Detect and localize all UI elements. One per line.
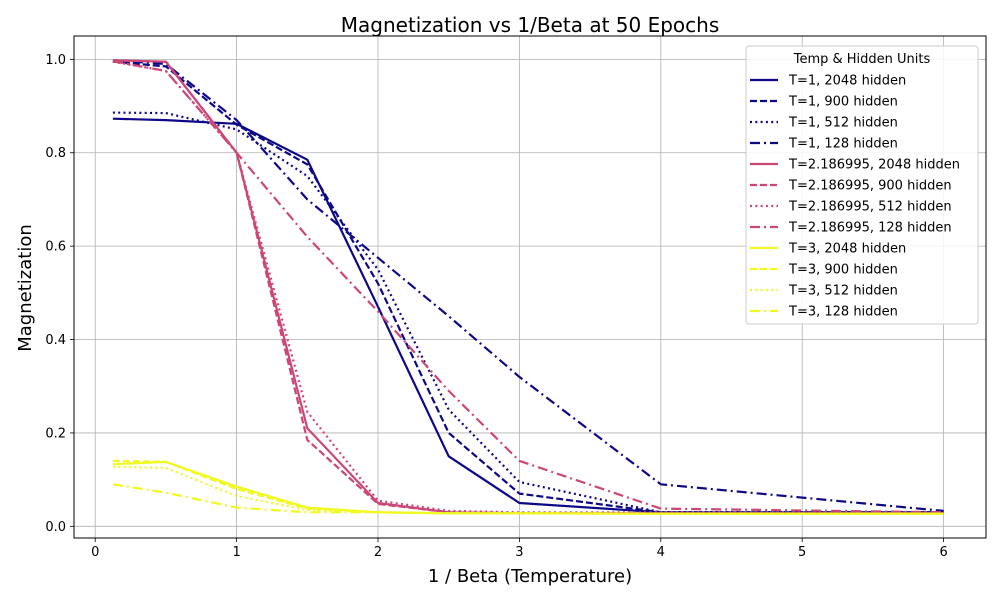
series-line-1	[112, 117, 944, 514]
series-line-7	[112, 60, 944, 515]
x-tick-label: 5	[798, 545, 806, 560]
plot-frame	[73, 35, 987, 539]
legend-entry-label: T=1, 900 hidden	[788, 95, 898, 110]
x-tick-label: 2	[374, 545, 382, 560]
x-tick-label: 3	[515, 545, 523, 560]
legend-title: Temp & Hidden Units	[793, 52, 931, 67]
y-tick-label: 0.8	[45, 146, 66, 161]
y-tick-label: 0.0	[45, 520, 66, 535]
legend-entry-label: T=3, 512 hidden	[788, 284, 898, 299]
legend-entry-label: T=1, 2048 hidden	[788, 74, 906, 89]
series-line-4	[112, 59, 944, 512]
series-line-2	[112, 60, 944, 514]
x-tick-label: 4	[657, 545, 665, 560]
y-tick-label: 0.4	[45, 333, 66, 348]
legend-entry-label: T=3, 900 hidden	[788, 263, 898, 278]
legend-entry-label: T=3, 2048 hidden	[788, 242, 906, 257]
legend-entry-label: T=2.186995, 512 hidden	[788, 200, 952, 215]
legend-entry-label: T=2.186995, 900 hidden	[788, 179, 952, 194]
legend-entry-label: T=2.186995, 2048 hidden	[788, 158, 960, 173]
x-tick-label: 0	[91, 545, 99, 560]
series-line-12	[112, 483, 944, 515]
x-tick-label: 6	[939, 545, 947, 560]
legend-entry-label: T=1, 128 hidden	[788, 137, 898, 152]
series-lines	[112, 59, 944, 515]
y-tick-label: 0.6	[45, 240, 66, 255]
legend-entry-label: T=2.186995, 128 hidden	[788, 221, 952, 236]
y-tick-label: 0.2	[45, 426, 66, 441]
legend: Temp & Hidden Units T=1, 2048 hiddenT=1,…	[745, 45, 979, 325]
x-axis-label: 1 / Beta (Temperature)	[428, 566, 632, 587]
x-axis-ticks: 0 1 2 3 4 5 6	[91, 538, 948, 560]
legend-entry-label: T=1, 512 hidden	[788, 116, 898, 131]
legend-items: T=1, 2048 hidden T=1, 900 hidden T=1, 512 …	[750, 74, 960, 320]
x-tick-label: 1	[232, 545, 240, 560]
legend-entry-label: T=3, 128 hidden	[788, 305, 898, 320]
chart-title: Magnetization vs 1/Beta at 50 Epochs	[341, 13, 720, 37]
series-line-8	[112, 60, 944, 514]
y-axis-label: Magnetization	[15, 224, 36, 352]
y-axis-ticks: 0.0 0.2 0.4 0.6 0.8 1.0	[45, 53, 74, 535]
y-tick-label: 1.0	[45, 53, 66, 68]
legend-box	[745, 45, 979, 325]
